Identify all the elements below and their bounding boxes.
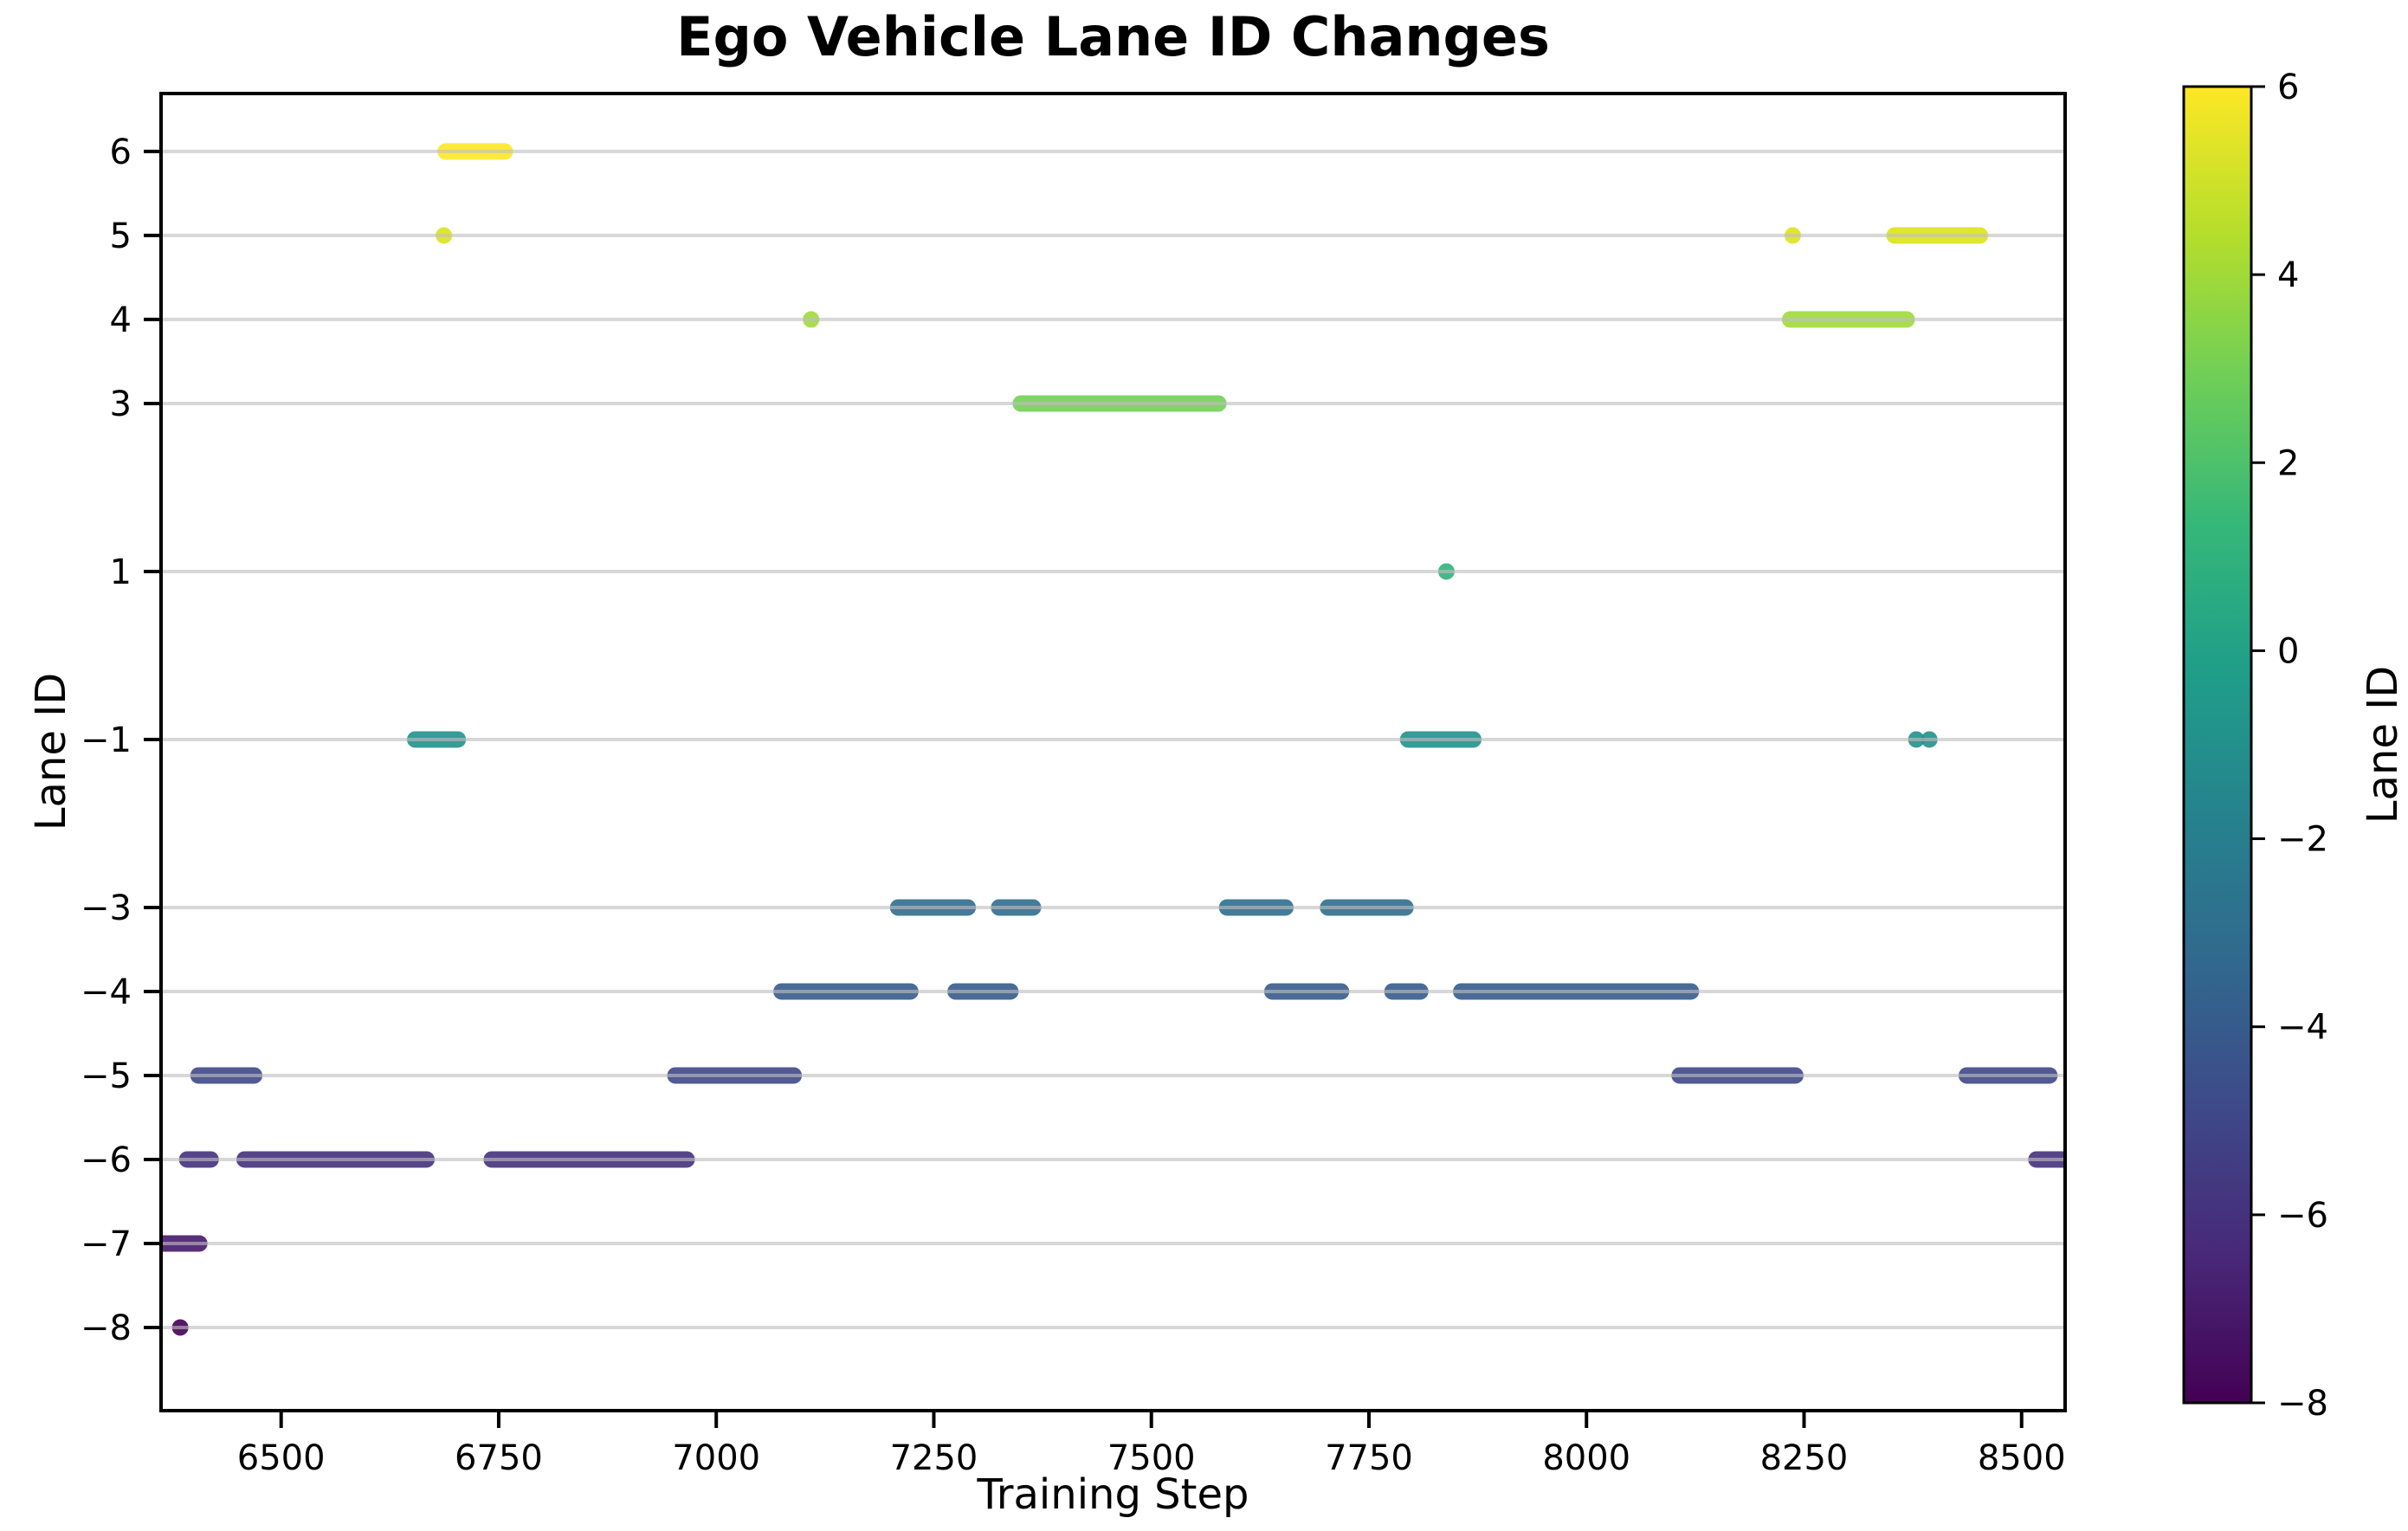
x-tick-label: 8500 xyxy=(1978,1438,2066,1478)
x-tick-label: 7250 xyxy=(890,1438,978,1478)
x-axis-label: Training Step xyxy=(977,1470,1249,1519)
colorbar-tick-label: −4 xyxy=(2277,1008,2328,1048)
colorbar-tick-label: −2 xyxy=(2277,820,2328,860)
y-tick-label: −3 xyxy=(81,888,132,928)
colorbar-tick-label: 4 xyxy=(2277,255,2299,295)
x-tick-label: 7750 xyxy=(1325,1438,1413,1478)
chart-title: Ego Vehicle Lane ID Changes xyxy=(676,5,1550,68)
colorbar-tick-label: −6 xyxy=(2277,1196,2328,1236)
x-tick-label: 6750 xyxy=(455,1438,543,1478)
y-tick-label: −4 xyxy=(81,972,132,1012)
colorbar-tick-label: −8 xyxy=(2277,1384,2328,1424)
colorbar-tick-label: 0 xyxy=(2277,631,2299,671)
colorbar-tick-label: 2 xyxy=(2277,443,2299,483)
colorbar-border xyxy=(2182,85,2253,1405)
colorbar-tick-label: 6 xyxy=(2277,68,2299,107)
x-tick-label: 7500 xyxy=(1107,1438,1196,1478)
x-tick-label: 7000 xyxy=(672,1438,760,1478)
y-tick-label: −7 xyxy=(81,1224,132,1264)
x-tick-label: 6500 xyxy=(237,1438,326,1478)
y-tick-label: 4 xyxy=(110,300,132,340)
y-tick-label: −8 xyxy=(81,1308,132,1348)
x-tick-label: 8250 xyxy=(1760,1438,1849,1478)
y-tick-label: −5 xyxy=(81,1056,132,1096)
y-tick-label: −1 xyxy=(81,720,132,760)
y-tick-label: 6 xyxy=(110,132,132,172)
y-tick-label: 5 xyxy=(110,216,132,256)
colorbar-gradient xyxy=(2184,87,2251,1403)
y-tick-label: 1 xyxy=(110,552,132,592)
x-tick-label: 8000 xyxy=(1542,1438,1630,1478)
plot-border xyxy=(159,92,2067,1412)
y-tick-label: −6 xyxy=(81,1140,132,1180)
y-tick-label: 3 xyxy=(110,384,132,424)
